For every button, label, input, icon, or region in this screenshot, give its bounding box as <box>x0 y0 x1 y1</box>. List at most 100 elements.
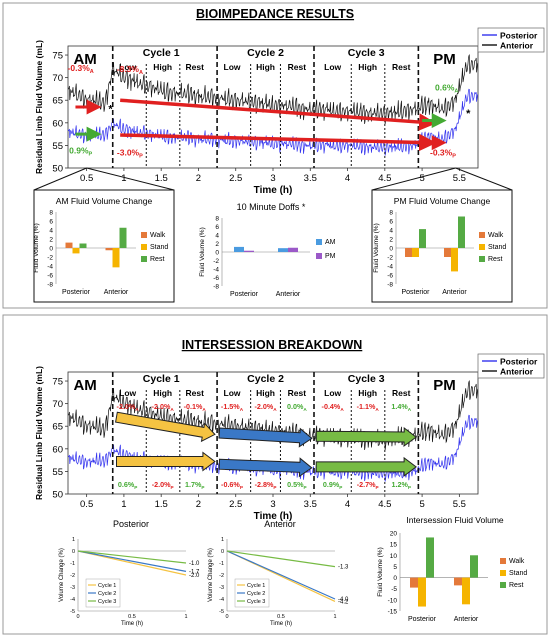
phase-label: Low <box>119 388 136 398</box>
phase-label: High <box>358 62 377 72</box>
phase-anterior-change: -0.1%A <box>184 402 207 412</box>
legend-swatch <box>141 256 147 262</box>
legend-label: Cycle 2 <box>247 591 265 597</box>
legend-swatch <box>500 558 506 564</box>
cycle-label: Cycle 3 <box>348 47 385 59</box>
y-tick-label: -2 <box>387 255 393 262</box>
posterior-signal <box>68 88 478 156</box>
y-tick-label: -4 <box>219 597 224 603</box>
x-tick-label: 5.5 <box>453 173 466 184</box>
bar-walk <box>410 577 418 588</box>
phase-label: Low <box>119 62 136 72</box>
y-tick-label: 4 <box>389 228 393 235</box>
phase-label: High <box>256 62 275 72</box>
y-tick-label: 1 <box>221 537 224 543</box>
y-axis-label: Fluid Volume (%) <box>199 227 206 277</box>
x-tick-label: 1 <box>121 499 126 510</box>
phase-label: Low <box>324 388 341 398</box>
y-tick-label: 4 <box>49 228 53 235</box>
legend-label: PM <box>325 253 336 260</box>
cycle3-posterior-arrow <box>315 456 417 477</box>
legend-label: Rest <box>488 256 502 263</box>
legend-swatch <box>141 232 147 238</box>
top-title: BIOIMPEDANCE RESULTS <box>196 7 354 21</box>
x-tick-label: 2 <box>196 173 201 184</box>
legend-label: Stand <box>509 570 527 577</box>
y-tick-label: -1 <box>219 561 224 567</box>
y-tick-label: 8 <box>215 216 219 223</box>
x-tick-label: 3 <box>270 499 275 510</box>
legend-posterior-label: Posterior <box>500 357 538 367</box>
legend-label: AM <box>325 239 336 246</box>
y-tick-label: -2 <box>47 255 53 262</box>
pm-zoom-connector <box>455 167 513 191</box>
legend-swatch <box>479 232 485 238</box>
y-tick-label: 6 <box>49 219 53 226</box>
bar-walk <box>444 248 451 257</box>
phase-anterior-change: -0.4%A <box>322 402 345 412</box>
y-tick-label: 70 <box>52 399 63 410</box>
y-axis-label: Fluid Volume (%) <box>377 547 384 597</box>
bar-pm <box>288 247 298 252</box>
phase-label: Low <box>324 62 341 72</box>
legend-box <box>477 27 545 53</box>
y-tick-label: -2 <box>70 573 75 579</box>
phase-label: High <box>256 388 275 398</box>
y-tick-label: 4 <box>215 233 219 240</box>
y-tick-label: 55 <box>52 141 63 152</box>
phase-posterior-change: 1.7%P <box>185 480 205 490</box>
legend-label: Walk <box>150 232 166 239</box>
y-tick-label: 20 <box>390 531 398 538</box>
y-tick-label: -5 <box>219 609 224 615</box>
x-tick-label: 5 <box>419 173 424 184</box>
y-axis-label: Fluid Volume (%) <box>373 223 380 273</box>
y-tick-label: 0 <box>221 549 224 555</box>
x-tick-label: 3 <box>270 173 275 184</box>
x-tick-label: 2 <box>196 499 201 510</box>
legend-label: Rest <box>150 256 164 263</box>
bar-stand <box>451 248 458 272</box>
star-marker: * <box>466 108 471 120</box>
intersession-bar-chart: Intersession Fluid Volume 20 15 10 5 0 -5 -10 -1… <box>377 515 527 623</box>
y-axis-label: Residual Limb Fluid Volume (mL) <box>34 366 44 500</box>
bar-stand <box>418 577 426 607</box>
phase-label: High <box>358 388 377 398</box>
y-tick-label: 75 <box>52 377 63 388</box>
chart-title: Anterior <box>264 519 296 529</box>
y-tick-label: 2 <box>49 237 53 244</box>
legend-label: Cycle 1 <box>98 583 116 589</box>
chart-title: Intersession Fluid Volume <box>406 515 504 525</box>
phase-label: High <box>153 388 172 398</box>
y-tick-label: -8 <box>213 284 219 291</box>
x-axis-label: Time (h) <box>270 621 292 627</box>
x-tick-label: 0.5 <box>80 173 93 184</box>
category-label: Anterior <box>104 289 129 296</box>
x-tick-label: 1 <box>333 614 336 620</box>
cycle1-posterior-arrow <box>116 451 216 472</box>
y-tick-label: 60 <box>52 118 63 129</box>
cycle1-anterior-change: -8.3%A <box>117 64 143 76</box>
category-label: Anterior <box>454 616 479 623</box>
legend-label: Cycle 1 <box>247 583 265 589</box>
bar-stand <box>412 248 419 257</box>
legend-swatch <box>141 244 147 250</box>
end-value-label: -2.0 <box>189 573 200 579</box>
x-axis-label: Time (h) <box>254 511 293 522</box>
series-line-cycle-2 <box>77 550 187 572</box>
end-value-label: -1.7 <box>189 569 200 575</box>
bar-walk <box>65 242 73 248</box>
legend-box <box>477 353 545 379</box>
phase-anterior-change: 0.0%A <box>287 402 307 412</box>
am-posterior-change: 0.9%P <box>69 146 92 158</box>
phase-posterior-change: -2.7%P <box>357 480 379 490</box>
phase-label: Rest <box>186 62 205 72</box>
y-tick-label: -15 <box>388 609 398 616</box>
y-tick-label: -1 <box>70 561 75 567</box>
x-tick-label: 4.5 <box>378 499 391 510</box>
phase-posterior-change: 0.6%P <box>118 480 137 490</box>
legend-swatch <box>479 244 485 250</box>
y-tick-label: 15 <box>390 542 398 549</box>
